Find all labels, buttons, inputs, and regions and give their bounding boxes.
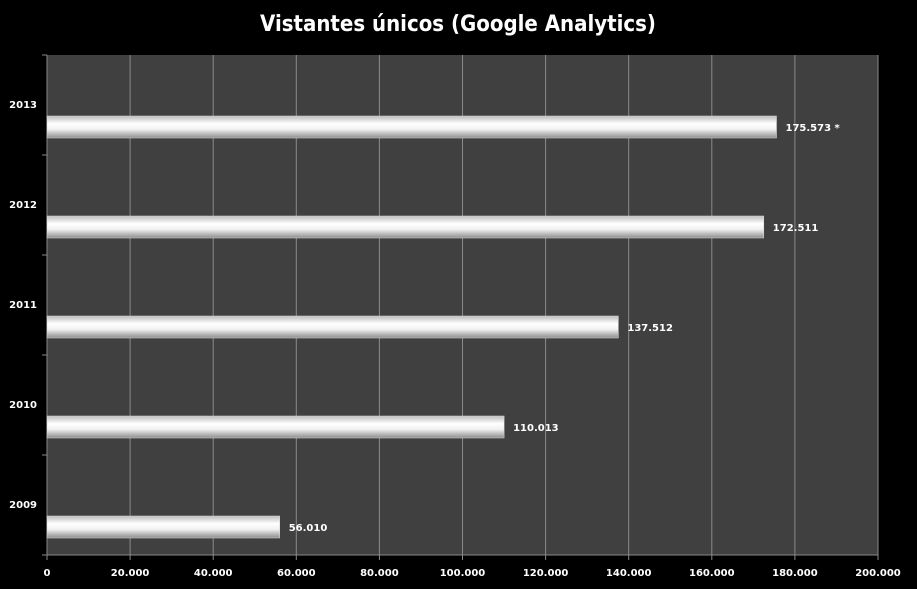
x-tick-label: 20.000	[111, 568, 150, 579]
value-label: 172.511	[773, 223, 819, 234]
x-tick-label: 160.000	[689, 568, 735, 579]
value-label: 137.512	[627, 323, 673, 334]
y-tick-label: 2011	[9, 300, 37, 311]
y-tick-label: 2009	[9, 500, 37, 511]
y-tick-label: 2013	[9, 100, 37, 111]
value-label: 110.013	[513, 423, 559, 434]
bar	[46, 315, 619, 339]
bar	[46, 415, 505, 439]
x-tick-label: 200.000	[855, 568, 901, 579]
bar	[46, 115, 777, 139]
x-tick-label: 120.000	[523, 568, 569, 579]
chart-title: Vistantes únicos (Google Analytics)	[260, 12, 656, 37]
x-tick-label: 100.000	[440, 568, 486, 579]
y-tick-label: 2012	[9, 200, 37, 211]
x-tick-label: 0	[44, 568, 51, 579]
x-tick-label: 80.000	[360, 568, 399, 579]
x-tick-label: 140.000	[606, 568, 652, 579]
x-tick-label: 180.000	[772, 568, 818, 579]
value-label: 175.573 *	[786, 123, 841, 134]
x-tick-label: 40.000	[194, 568, 233, 579]
y-tick-label: 2010	[9, 400, 37, 411]
bar	[46, 215, 765, 239]
bar	[46, 515, 280, 539]
value-label: 56.010	[289, 523, 328, 534]
x-tick-label: 60.000	[277, 568, 316, 579]
